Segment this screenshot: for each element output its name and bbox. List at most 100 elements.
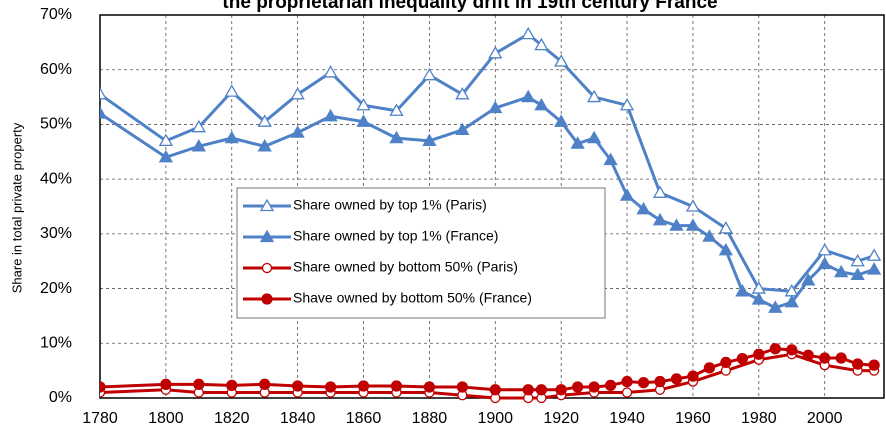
marker (603, 152, 618, 166)
marker (835, 352, 847, 364)
y-tick-label: 60% (40, 61, 72, 78)
marker (802, 349, 814, 361)
marker (554, 114, 569, 127)
marker (619, 97, 635, 111)
marker (100, 106, 108, 119)
marker (291, 380, 304, 392)
marker (866, 248, 882, 261)
marker (670, 373, 683, 385)
marker (619, 188, 635, 201)
marker (621, 387, 633, 398)
y-tick-label: 10% (40, 335, 72, 352)
marker (456, 381, 469, 393)
y-axis-label: Share in total private property (9, 122, 24, 293)
marker (718, 221, 734, 234)
marker (423, 381, 436, 393)
marker (489, 384, 501, 396)
y-tick-label: 70% (40, 6, 72, 23)
y-tick-label: 20% (40, 280, 72, 297)
marker (534, 37, 549, 51)
marker (720, 356, 732, 369)
marker (224, 130, 239, 144)
marker (703, 362, 716, 374)
marker (654, 375, 666, 388)
marker (718, 242, 734, 256)
marker (259, 198, 275, 212)
marker (534, 97, 549, 111)
marker (817, 256, 832, 270)
marker (259, 229, 275, 243)
x-tick-label: 1920 (543, 410, 579, 427)
legend-label: Share owned by bottom 50% (Paris) (293, 259, 518, 275)
x-tick-label: 1840 (280, 410, 316, 427)
marker (191, 119, 206, 133)
marker (455, 122, 470, 136)
marker (389, 130, 404, 144)
marker (784, 294, 799, 308)
legend-label: Shave owned by bottom 50% (France) (293, 290, 532, 306)
marker (570, 136, 585, 149)
marker (652, 212, 668, 226)
marker (422, 67, 437, 81)
marker (191, 139, 206, 152)
x-tick-label: 1860 (346, 410, 382, 427)
marker (193, 378, 205, 390)
x-tick-label: 1880 (412, 410, 448, 427)
marker (685, 199, 701, 212)
x-tick-label: 1800 (148, 410, 184, 427)
marker (702, 229, 717, 242)
marker (257, 114, 272, 127)
marker (324, 381, 337, 393)
marker (554, 54, 569, 67)
marker (819, 352, 831, 364)
marker (768, 300, 783, 313)
marker (586, 130, 602, 144)
marker (687, 370, 699, 382)
marker (850, 253, 865, 267)
marker (389, 103, 404, 116)
marker (535, 384, 548, 396)
marker (160, 378, 172, 390)
marker (851, 358, 864, 370)
marker (422, 133, 437, 146)
marker (455, 87, 470, 100)
marker (850, 267, 865, 281)
marker (786, 344, 798, 356)
marker (866, 262, 882, 275)
marker (261, 293, 273, 305)
marker (522, 384, 534, 396)
legend-label: Share owned by top 1% (France) (293, 228, 498, 244)
marker (753, 348, 765, 360)
series-line (100, 95, 875, 310)
marker (586, 89, 602, 103)
marker (801, 273, 816, 286)
marker (751, 292, 766, 305)
marker (736, 352, 749, 365)
marker (735, 283, 750, 297)
y-tick-label: 40% (40, 170, 72, 187)
x-tick-label: 1940 (609, 410, 645, 427)
marker (158, 149, 174, 163)
marker (488, 45, 503, 59)
marker (636, 201, 651, 215)
x-tick-label: 1900 (477, 410, 513, 427)
chart-title: the proprietarian inequality drift in 19… (222, 0, 717, 13)
y-tick-label: 0% (49, 389, 72, 406)
marker (259, 378, 271, 390)
legend-label: Share owned by top 1% (Paris) (293, 197, 487, 213)
marker (604, 379, 617, 392)
marker (226, 379, 238, 392)
plot-area (100, 26, 882, 404)
marker (290, 87, 305, 100)
marker (356, 97, 371, 111)
marker (100, 381, 106, 393)
x-tick-label: 1780 (82, 410, 118, 427)
marker (521, 26, 536, 40)
marker (817, 242, 832, 256)
marker (621, 375, 633, 388)
marker (521, 89, 536, 103)
marker (390, 380, 403, 392)
marker (488, 100, 503, 114)
y-tick-label: 50% (40, 116, 72, 133)
